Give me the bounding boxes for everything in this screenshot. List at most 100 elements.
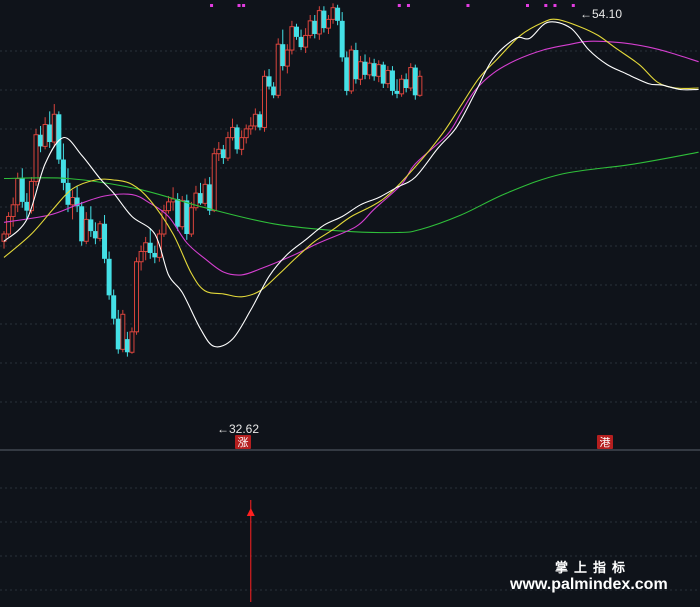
candle-body-28 [129, 331, 135, 353]
candle-body-65 [298, 36, 304, 48]
candle-body-13 [60, 159, 66, 183]
candle-body-79 [362, 61, 368, 75]
candle-body-4 [19, 178, 25, 202]
candle-body-43 [198, 193, 204, 204]
candle-body-89 [408, 67, 414, 89]
buy-signal-arrow [246, 500, 255, 602]
candle-body-21 [97, 223, 103, 239]
candle-body-41 [188, 207, 194, 235]
candle-body-49 [225, 137, 231, 159]
tag-low-text: 涨 [238, 436, 249, 449]
candle-body-76 [348, 49, 354, 92]
top-mark-8 [553, 4, 557, 7]
candle-body-11 [51, 113, 57, 143]
candle-body-40 [184, 200, 190, 234]
candle-body-75 [344, 57, 350, 91]
candle-body-64 [293, 26, 299, 37]
candle-body-86 [394, 90, 400, 94]
candle-body-53 [243, 128, 249, 139]
moving-averages [3, 18, 699, 348]
candle-body-84 [385, 69, 391, 85]
candle-body-36 [166, 201, 172, 212]
candle-body-77 [353, 50, 359, 80]
candle-body-17 [79, 206, 85, 242]
candle-body-26 [120, 313, 126, 350]
candle-body-50 [230, 126, 235, 139]
top-mark-4 [406, 4, 410, 7]
candle-body-14 [65, 182, 71, 205]
candle-body-19 [88, 219, 94, 232]
candle-body-80 [367, 62, 373, 76]
top-mark-7 [544, 4, 548, 7]
candle-body-56 [257, 114, 263, 128]
candle-body-85 [389, 70, 395, 91]
candle-body-23 [106, 258, 112, 296]
high-price-label: ←54.10 [580, 7, 622, 21]
candle-body-60 [275, 43, 281, 96]
candle-body-91 [417, 75, 423, 96]
tag-high-text: 港 [600, 436, 611, 449]
candle-body-67 [307, 20, 313, 36]
candle-body-54 [248, 125, 254, 130]
candle-body-39 [179, 199, 185, 228]
candle-body-12 [56, 114, 62, 160]
candle-body-72 [330, 7, 336, 20]
candle-body-88 [403, 79, 409, 88]
tag-high-signal: 港 [597, 435, 613, 449]
candle-body-46 [211, 153, 217, 212]
candle-body-1 [6, 215, 12, 235]
candle-body-3 [15, 178, 21, 206]
candle-body-83 [380, 64, 386, 84]
grid-lines [0, 50, 700, 591]
tag-low-signal: 涨 [235, 435, 251, 449]
candle-body-2 [10, 204, 16, 217]
signal-arrow-head [246, 508, 255, 516]
watermark-title: 掌上指标 [555, 560, 631, 576]
watermark-url: www.palmindex.com [509, 576, 668, 593]
candle-body-5 [24, 201, 30, 211]
candle-body-8 [38, 134, 44, 147]
candle-body-27 [124, 339, 130, 353]
candle-body-15 [70, 197, 76, 206]
candle-body-32 [147, 242, 153, 253]
candle-body-6 [28, 180, 34, 212]
candle-body-51 [234, 127, 240, 150]
top-mark-5 [466, 4, 470, 7]
candle-body-20 [92, 231, 98, 239]
top-mark-9 [571, 4, 575, 7]
ma-magenta-line [3, 40, 699, 276]
candle-body-10 [47, 124, 53, 143]
top-mark-3 [397, 4, 401, 7]
top-mark-2 [242, 4, 246, 7]
candle-body-78 [357, 61, 363, 80]
tag-low-background [235, 435, 251, 449]
candle-body-47 [216, 148, 222, 155]
low-price-label: ←32.62 [217, 422, 259, 436]
candle-body-52 [239, 137, 245, 150]
candle-body-62 [284, 49, 290, 67]
top-mark-1 [237, 4, 241, 7]
candle-body-18 [83, 218, 89, 242]
candle-body-70 [321, 10, 327, 29]
candle-body-66 [303, 34, 309, 48]
candle-body-69 [316, 10, 322, 35]
candles [1, 3, 423, 357]
candle-body-82 [376, 64, 382, 77]
candle-body-61 [280, 44, 286, 67]
candle-body-90 [412, 67, 418, 96]
candle-body-38 [175, 198, 181, 227]
ma-green-line [3, 151, 699, 234]
candle-body-71 [325, 18, 331, 29]
candle-body-68 [312, 20, 318, 34]
candle-body-30 [138, 251, 144, 263]
top-mark-6 [525, 4, 529, 7]
candle-body-63 [289, 26, 295, 51]
candle-body-59 [271, 86, 277, 96]
candle-body-24 [111, 295, 117, 319]
candle-body-81 [371, 63, 377, 77]
candle-body-74 [339, 20, 345, 58]
ma-white-line [3, 21, 699, 348]
candle-body-48 [220, 149, 226, 159]
